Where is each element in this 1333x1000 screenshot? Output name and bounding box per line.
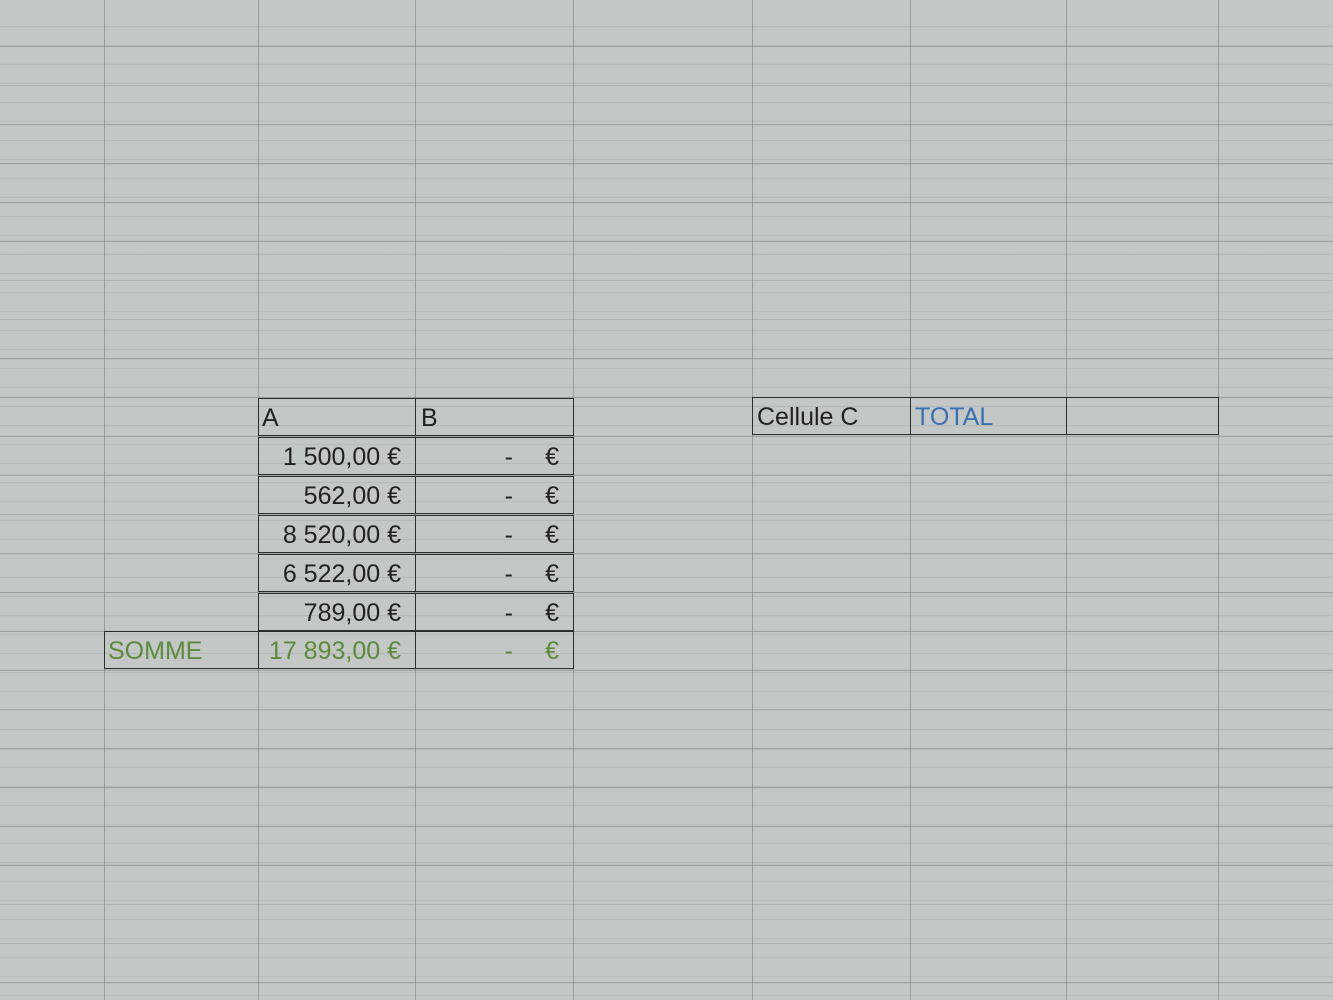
header-cell-a[interactable]: A <box>258 398 416 436</box>
value-cell-a[interactable]: 6 522,00 € <box>258 554 416 592</box>
grid-column-line <box>910 0 911 1000</box>
grid-column-line <box>1066 0 1067 1000</box>
value-cell-a[interactable]: 789,00 € <box>258 593 416 631</box>
grid-column-line <box>752 0 753 1000</box>
grid-column-line <box>104 0 105 1000</box>
value-b-dash: - <box>504 599 513 627</box>
value-b-dash: - <box>504 560 513 588</box>
sum-b-cell[interactable]: - € <box>415 631 574 669</box>
grid-column-line <box>1218 0 1219 1000</box>
header-cell-b[interactable]: B <box>415 398 574 436</box>
value-b-currency: € <box>545 560 559 588</box>
cellule-c-cell[interactable]: Cellule C <box>752 397 911 435</box>
value-cell-a[interactable]: 8 520,00 € <box>258 515 416 553</box>
value-cell-a[interactable]: 1 500,00 € <box>258 437 416 475</box>
empty-cell[interactable] <box>1066 397 1219 435</box>
value-b-dash: - <box>504 482 513 510</box>
value-b-currency: € <box>545 599 559 627</box>
value-cell-b[interactable]: - € <box>415 554 574 592</box>
value-cell-b[interactable]: - € <box>415 515 574 553</box>
value-b-currency: € <box>545 521 559 549</box>
value-cell-b[interactable]: - € <box>415 476 574 514</box>
total-cell[interactable]: TOTAL <box>910 397 1067 435</box>
value-b-dash: - <box>504 443 513 471</box>
value-cell-a[interactable]: 562,00 € <box>258 476 416 514</box>
value-b-dash: - <box>504 521 513 549</box>
sum-label-cell[interactable]: SOMME <box>104 631 259 669</box>
sum-a-cell[interactable]: 17 893,00 € <box>258 631 416 669</box>
value-b-currency: € <box>545 482 559 510</box>
value-cell-b[interactable]: - € <box>415 593 574 631</box>
value-cell-b[interactable]: - € <box>415 437 574 475</box>
sum-b-dash: - <box>504 637 513 665</box>
sum-b-currency: € <box>545 637 559 665</box>
value-b-currency: € <box>545 443 559 471</box>
